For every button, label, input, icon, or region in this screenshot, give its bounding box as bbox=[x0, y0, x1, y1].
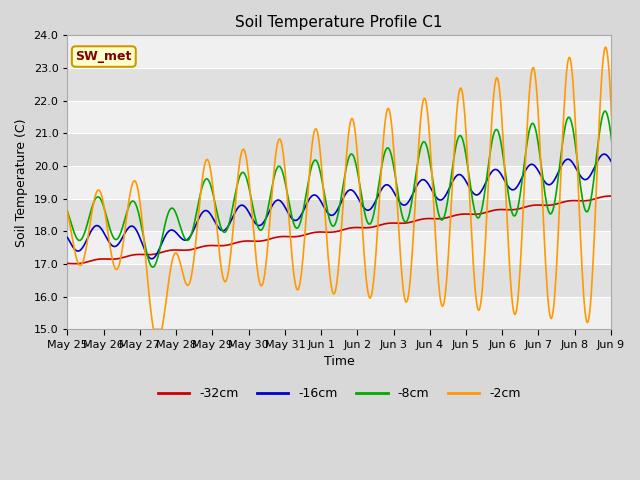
Bar bbox=[67, 101, 611, 133]
Legend: -32cm, -16cm, -8cm, -2cm: -32cm, -16cm, -8cm, -2cm bbox=[152, 383, 526, 406]
Title: Soil Temperature Profile C1: Soil Temperature Profile C1 bbox=[236, 15, 443, 30]
Bar bbox=[67, 36, 611, 68]
Text: SW_met: SW_met bbox=[76, 50, 132, 63]
Bar bbox=[67, 68, 611, 101]
Bar bbox=[67, 297, 611, 329]
Bar bbox=[67, 264, 611, 297]
Bar bbox=[67, 199, 611, 231]
Bar bbox=[67, 231, 611, 264]
X-axis label: Time: Time bbox=[324, 355, 355, 368]
Bar bbox=[67, 166, 611, 199]
Y-axis label: Soil Temperature (C): Soil Temperature (C) bbox=[15, 118, 28, 247]
Bar bbox=[67, 133, 611, 166]
